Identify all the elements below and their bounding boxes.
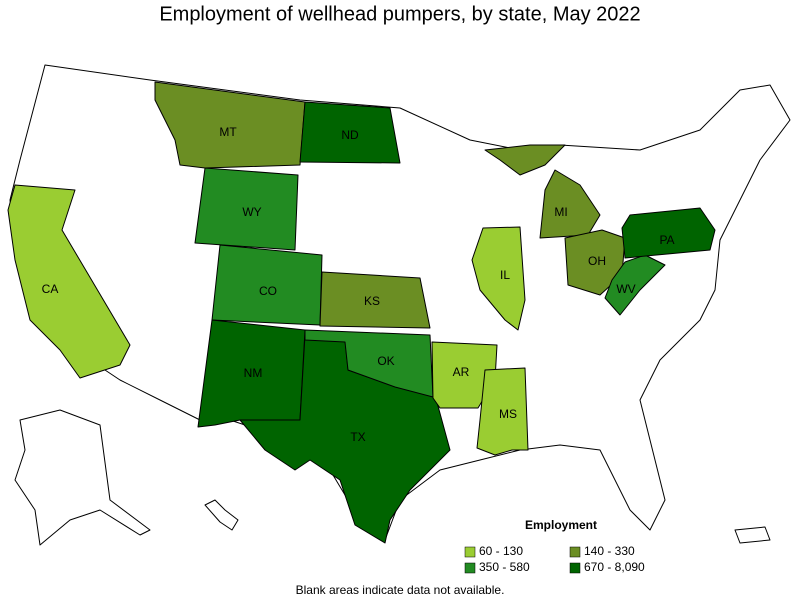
state-label: MI: [554, 205, 567, 219]
state-shape: [319, 271, 431, 329]
legend-label: 670 - 8,090: [584, 560, 645, 574]
state-shape: [476, 367, 529, 456]
legend-swatch: [569, 562, 581, 574]
state-label: AR: [453, 365, 470, 379]
state-shape: [431, 341, 498, 409]
state-label: KS: [364, 294, 380, 308]
legend-swatch: [569, 546, 581, 558]
state-label: TX: [350, 430, 365, 444]
state-shape: [7, 184, 131, 379]
state-label: CA: [42, 282, 59, 296]
state-shape: [484, 144, 566, 176]
hawaii: [204, 499, 239, 531]
state-shape: [304, 329, 434, 398]
state-shape: [604, 254, 666, 316]
state-label: WV: [616, 282, 635, 296]
state-label: WY: [242, 205, 261, 219]
map-title: Employment of wellhead pumpers, by state…: [159, 3, 640, 25]
footnote: Blank areas indicate data not available.: [296, 583, 505, 597]
legend-swatch: [464, 562, 476, 574]
legend-label: 60 - 130: [479, 544, 523, 558]
legend: 60 - 130 140 - 330 350 - 580 670 - 8,090: [464, 544, 645, 574]
legend-label: 350 - 580: [479, 560, 530, 574]
state-label: OK: [377, 354, 394, 368]
state-label: ND: [341, 128, 359, 142]
legend-swatch: [464, 546, 476, 558]
state-label: OH: [588, 254, 606, 268]
state-label: CO: [259, 284, 277, 298]
state-label: IL: [500, 268, 510, 282]
state-shape: [471, 226, 526, 331]
alaska: [14, 409, 151, 546]
puerto-rico: [734, 526, 771, 544]
state-label: NM: [244, 366, 263, 380]
legend-title: Employment: [525, 518, 597, 532]
states: CA MT ND WY CO KS NM TX OK AR MS IL MI OH WV PA: [7, 81, 716, 544]
legend-label: 140 - 330: [584, 544, 635, 558]
state-label: PA: [659, 233, 674, 247]
state-shape: [621, 207, 716, 259]
state-shape: [194, 167, 299, 251]
state-label: MT: [219, 125, 237, 139]
state-shape: [299, 101, 401, 164]
state-label: MS: [499, 407, 517, 421]
